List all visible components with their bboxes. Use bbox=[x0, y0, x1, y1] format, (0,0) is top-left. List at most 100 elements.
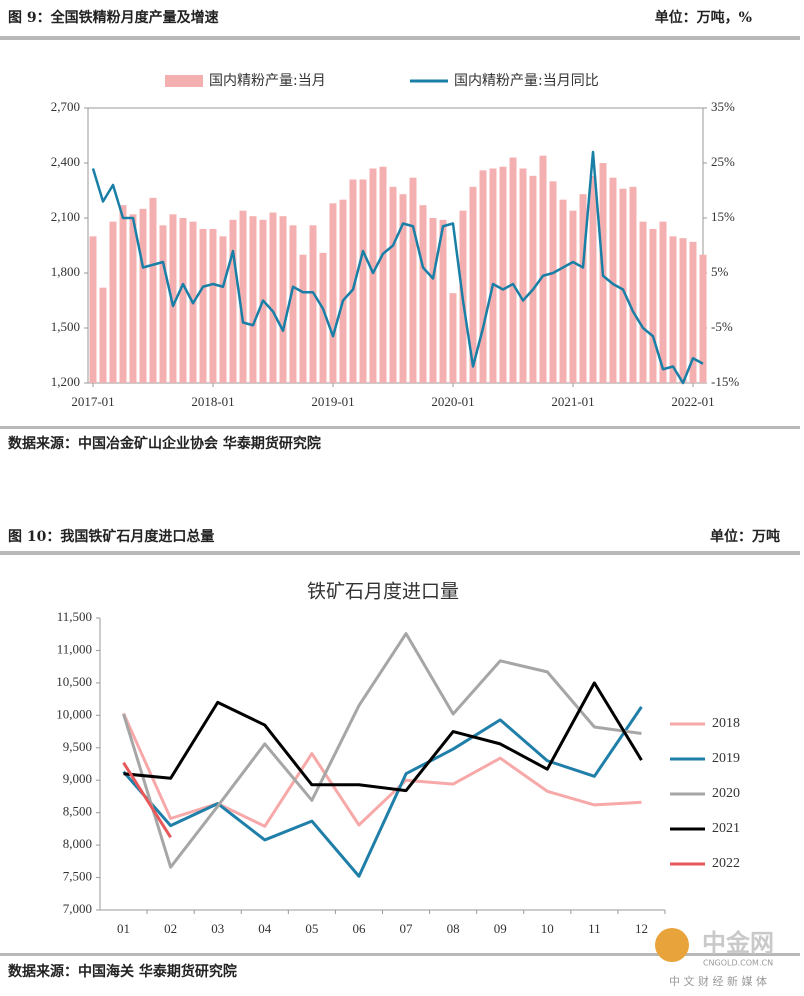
legend-swatch bbox=[165, 75, 203, 87]
x-tick-label: 2017-01 bbox=[71, 394, 114, 409]
watermark: 中金网 bbox=[702, 929, 774, 957]
y2-tick-label: 35% bbox=[711, 99, 735, 114]
y2-tick-label: -5% bbox=[711, 319, 733, 334]
bar bbox=[109, 221, 117, 383]
bar bbox=[609, 177, 617, 383]
y-tick-label: 8,000 bbox=[63, 836, 92, 851]
x-tick-label: 2022-01 bbox=[671, 394, 714, 409]
unit: 单位：万吨，% bbox=[655, 9, 752, 26]
y2-tick-label: 15% bbox=[711, 209, 735, 224]
bar bbox=[209, 229, 217, 383]
bar bbox=[239, 210, 247, 383]
y2-tick-label: 5% bbox=[711, 264, 729, 279]
y-tick-label: 2,400 bbox=[51, 154, 80, 169]
bar bbox=[569, 210, 577, 383]
bar bbox=[519, 168, 527, 383]
y-tick-label: 9,500 bbox=[63, 739, 92, 754]
bar bbox=[549, 181, 557, 383]
bar bbox=[199, 229, 207, 383]
figure-header: 图 9：全国铁精粉月度产量及增速 bbox=[8, 9, 219, 26]
y-tick-label: 11,500 bbox=[57, 609, 92, 624]
bar bbox=[329, 203, 337, 383]
x-tick-label: 08 bbox=[447, 921, 460, 936]
x-tick-label: 2018-01 bbox=[191, 394, 234, 409]
bar bbox=[129, 214, 137, 383]
x-tick-label: 06 bbox=[352, 921, 366, 936]
legend-label: 国内精粉产量:当月同比 bbox=[454, 73, 599, 89]
bar bbox=[639, 221, 647, 383]
line bbox=[122, 761, 172, 839]
figure-header: 图 10：我国铁矿石月度进口总量 bbox=[8, 528, 214, 545]
bar bbox=[119, 205, 127, 383]
bar bbox=[289, 225, 297, 383]
y-tick-label: 8,500 bbox=[63, 804, 92, 819]
bar bbox=[499, 166, 507, 383]
bar bbox=[379, 166, 387, 383]
y-tick-label: 10,000 bbox=[56, 706, 92, 721]
y-tick-label: 2,100 bbox=[51, 209, 80, 224]
bar bbox=[319, 252, 327, 383]
y-tick-label: 9,000 bbox=[63, 771, 92, 786]
bar bbox=[449, 293, 457, 383]
y-tick-label: 7,000 bbox=[63, 901, 92, 916]
bar bbox=[299, 254, 307, 383]
legend-label: 2018 bbox=[712, 716, 740, 731]
bar bbox=[649, 229, 657, 383]
bar bbox=[249, 216, 257, 383]
bar bbox=[369, 168, 377, 383]
bar bbox=[149, 197, 157, 383]
bar bbox=[619, 188, 627, 383]
bar bbox=[699, 254, 707, 383]
bar bbox=[529, 175, 537, 383]
x-tick-label: 05 bbox=[305, 921, 318, 936]
legend-label: 2022 bbox=[712, 856, 740, 871]
y-tick-label: 1,800 bbox=[51, 264, 80, 279]
bar bbox=[429, 218, 437, 383]
bar bbox=[269, 212, 277, 383]
y-tick-label: 7,500 bbox=[63, 869, 92, 884]
bar bbox=[559, 199, 567, 383]
x-tick-label: 10 bbox=[541, 921, 554, 936]
bar bbox=[349, 179, 357, 383]
bar bbox=[509, 157, 517, 383]
bar bbox=[229, 219, 237, 383]
y-tick-label: 10,500 bbox=[56, 674, 92, 689]
bar bbox=[629, 186, 637, 383]
x-tick-label: 12 bbox=[635, 921, 648, 936]
watermark: CNGOLD.COM.CN bbox=[703, 959, 773, 968]
y-tick-label: 11,000 bbox=[57, 641, 92, 656]
bar bbox=[539, 155, 547, 383]
bar bbox=[389, 186, 397, 383]
x-tick-label: 2021-01 bbox=[551, 394, 594, 409]
divider bbox=[0, 36, 800, 40]
x-tick-label: 02 bbox=[164, 921, 177, 936]
x-tick-label: 03 bbox=[211, 921, 224, 936]
source: 数据来源：中国海关 华泰期货研究院 bbox=[8, 963, 237, 980]
x-tick-label: 2019-01 bbox=[311, 394, 354, 409]
unit: 单位：万吨 bbox=[710, 528, 780, 545]
bar bbox=[669, 236, 677, 383]
bar bbox=[279, 216, 287, 383]
bar bbox=[469, 186, 477, 383]
chart-title: 铁矿石月度进口量 bbox=[307, 581, 459, 603]
source: 数据来源：中国冶金矿山企业协会 华泰期货研究院 bbox=[8, 435, 321, 452]
bar bbox=[169, 214, 177, 383]
bar bbox=[179, 218, 187, 383]
bar bbox=[679, 238, 687, 383]
bar bbox=[339, 199, 347, 383]
watermark: 中 文 财 经 新 媒 体 bbox=[669, 974, 767, 988]
line bbox=[122, 706, 643, 878]
bar bbox=[219, 236, 227, 383]
bar bbox=[419, 205, 427, 383]
bar bbox=[359, 179, 367, 383]
y-tick-label: 2,700 bbox=[51, 99, 80, 114]
line bbox=[123, 681, 643, 793]
x-tick-label: 04 bbox=[258, 921, 272, 936]
bar bbox=[159, 225, 167, 383]
bar bbox=[489, 168, 497, 383]
bar bbox=[439, 219, 447, 383]
bar bbox=[89, 236, 97, 383]
watermark-icon bbox=[655, 928, 689, 962]
